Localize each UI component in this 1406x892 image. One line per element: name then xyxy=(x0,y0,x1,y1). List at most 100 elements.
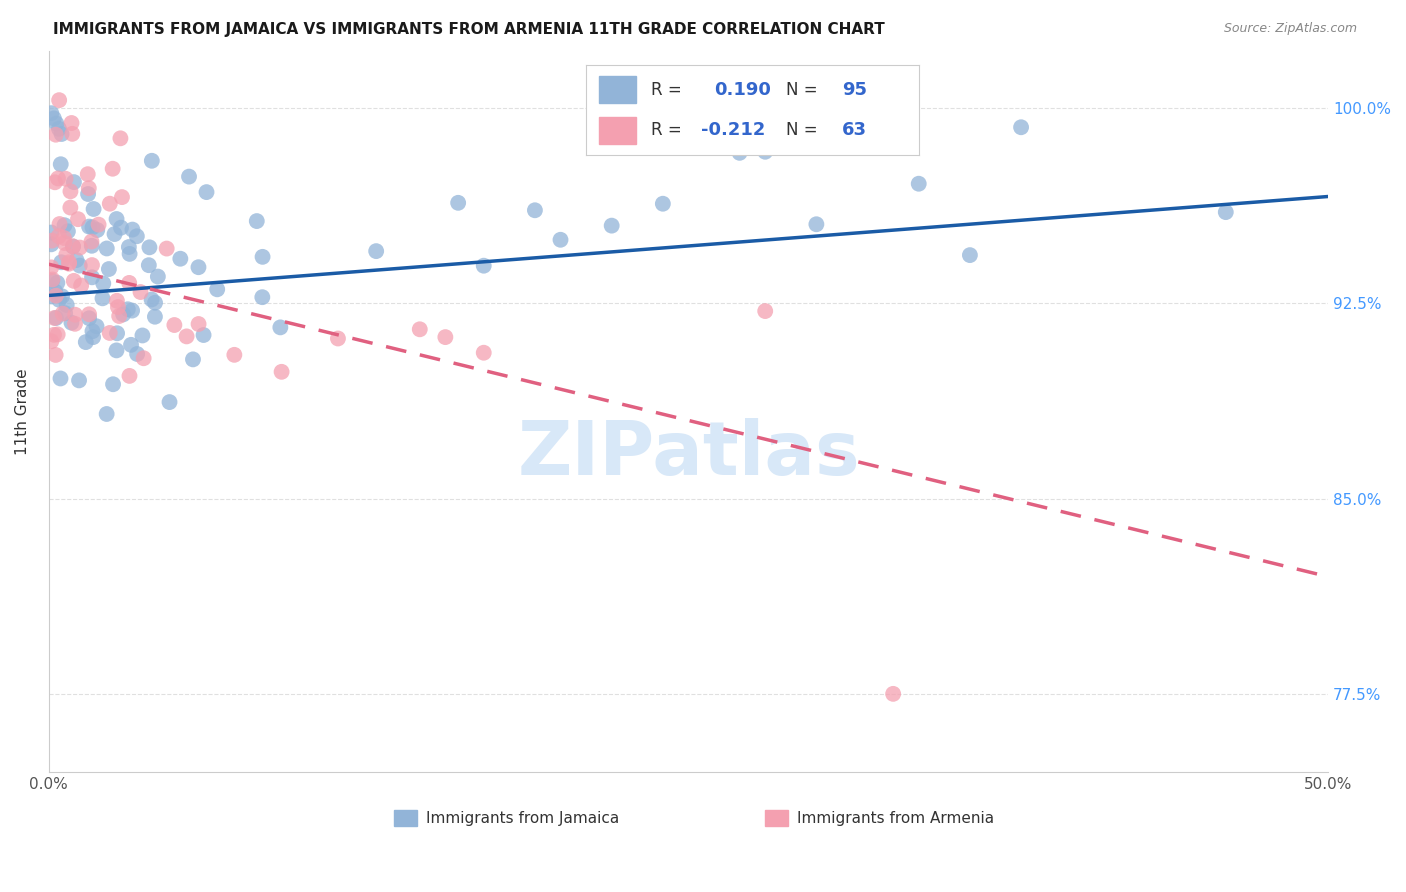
Point xyxy=(45,311,67,326)
Point xyxy=(46,276,69,290)
Point xyxy=(55,248,77,262)
Point xyxy=(87,218,110,232)
Point xyxy=(41,234,63,248)
Point xyxy=(118,247,141,261)
Point xyxy=(105,293,128,308)
Point xyxy=(58,257,80,271)
Point xyxy=(66,212,89,227)
Point xyxy=(60,316,83,330)
Bar xyxy=(394,810,418,826)
Point xyxy=(205,282,228,296)
Point xyxy=(48,293,70,307)
Bar xyxy=(765,810,789,826)
Point xyxy=(97,262,120,277)
Point xyxy=(80,258,103,272)
Point xyxy=(269,320,291,334)
Text: Source: ZipAtlas.com: Source: ZipAtlas.com xyxy=(1223,22,1357,36)
Point xyxy=(48,229,70,244)
Point xyxy=(118,368,141,383)
Point xyxy=(108,309,131,323)
Point xyxy=(131,328,153,343)
Point xyxy=(69,259,91,273)
Point xyxy=(472,259,495,273)
Point xyxy=(91,277,114,291)
Point xyxy=(77,187,100,202)
Point xyxy=(52,307,75,321)
Point xyxy=(77,307,100,321)
Point xyxy=(651,196,673,211)
Point xyxy=(138,258,160,272)
Point xyxy=(62,274,84,288)
Point xyxy=(110,220,132,235)
Point xyxy=(105,212,128,227)
Point xyxy=(600,219,623,233)
Point xyxy=(55,298,77,312)
Point xyxy=(55,171,77,186)
Point xyxy=(82,330,104,344)
Point xyxy=(45,288,67,302)
Point xyxy=(56,224,79,238)
Point xyxy=(141,293,163,307)
Point xyxy=(80,235,103,249)
Point xyxy=(49,371,72,385)
Point xyxy=(447,195,470,210)
Point xyxy=(44,175,66,189)
Point xyxy=(246,214,269,228)
Point xyxy=(76,167,98,181)
Point xyxy=(75,335,97,350)
Point xyxy=(523,203,546,218)
Point xyxy=(53,235,76,250)
Point xyxy=(132,351,155,366)
Point xyxy=(959,248,981,262)
Point xyxy=(107,300,129,314)
Point xyxy=(44,285,66,299)
Point xyxy=(169,252,191,266)
Point xyxy=(125,229,148,244)
Point xyxy=(754,304,776,318)
Point xyxy=(44,310,66,325)
Point xyxy=(138,240,160,254)
Y-axis label: 11th Grade: 11th Grade xyxy=(15,368,30,455)
Point xyxy=(86,223,108,237)
Point xyxy=(98,196,121,211)
Point xyxy=(105,326,128,341)
Point xyxy=(62,239,84,253)
Text: IMMIGRANTS FROM JAMAICA VS IMMIGRANTS FROM ARMENIA 11TH GRADE CORRELATION CHART: IMMIGRANTS FROM JAMAICA VS IMMIGRANTS FR… xyxy=(53,22,886,37)
Point xyxy=(159,395,181,409)
Point xyxy=(60,127,83,141)
Point xyxy=(63,308,86,322)
Point xyxy=(409,322,432,336)
Point xyxy=(472,345,495,359)
Point xyxy=(80,239,103,253)
Text: Immigrants from Armenia: Immigrants from Armenia xyxy=(797,811,994,826)
Text: Immigrants from Jamaica: Immigrants from Jamaica xyxy=(426,811,620,826)
Point xyxy=(83,202,105,216)
Point xyxy=(48,121,70,136)
Point xyxy=(252,250,274,264)
Point xyxy=(45,128,67,142)
Point xyxy=(120,338,142,352)
Point xyxy=(91,291,114,305)
Point xyxy=(60,116,83,130)
Point xyxy=(59,184,82,198)
Point xyxy=(111,190,134,204)
Point xyxy=(181,352,204,367)
Point xyxy=(39,260,62,275)
Point xyxy=(224,348,246,362)
Point xyxy=(101,161,124,176)
Point xyxy=(49,157,72,171)
Point xyxy=(187,260,209,275)
Point xyxy=(141,153,163,168)
Point xyxy=(127,347,149,361)
Point xyxy=(42,327,65,342)
Point xyxy=(143,295,166,310)
Point xyxy=(129,285,152,299)
Point xyxy=(42,112,65,126)
Point xyxy=(195,185,218,199)
Point xyxy=(366,244,388,259)
Point xyxy=(146,269,169,284)
Point xyxy=(177,169,200,184)
Point xyxy=(46,327,69,342)
Point xyxy=(39,237,62,252)
Point xyxy=(48,93,70,107)
